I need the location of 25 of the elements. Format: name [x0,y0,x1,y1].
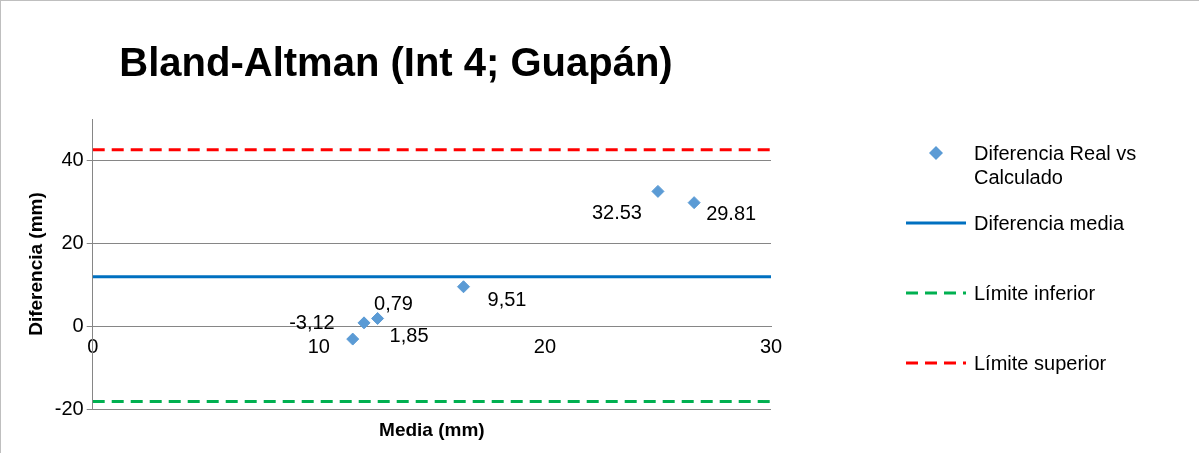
data-label: -3,12 [289,310,335,333]
x-axis-title: Media (mm) [379,419,485,441]
y-tick-label: 40 [61,147,84,170]
y-tick-label: 0 [72,313,84,336]
point [651,184,665,198]
y-tick-label: 20 [61,230,84,253]
data-label: 32.53 [591,200,642,223]
data-label: 9,51 [487,288,527,311]
data-label: 29.81 [706,202,757,225]
point [357,316,371,330]
legend-label: Límite inferior [974,281,1097,305]
x-tick-label: 30 [759,334,783,357]
legend-label: Diferencia Real vs Calculado [974,141,1138,189]
point [687,196,701,210]
chart-title: Bland-Altman (Int 4; Guapán) [119,40,673,85]
point [457,280,471,294]
data-label: 0,79 [374,292,413,315]
point [346,332,360,346]
legend-label: Diferencia media [974,211,1126,235]
x-tick-label: 20 [533,334,557,357]
x-tick-label: 10 [307,334,330,357]
data-label: 1,85 [389,323,429,346]
y-axis-title: Diferencia (mm) [24,192,46,336]
legend-label: Límite superior [974,351,1108,375]
y-tick-label: -20 [54,396,84,419]
